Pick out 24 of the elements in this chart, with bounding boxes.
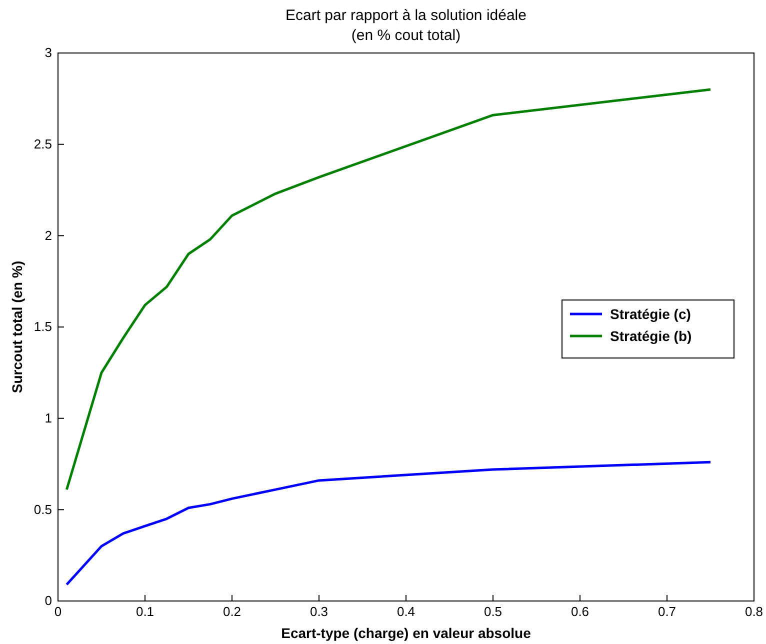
x-tick-label: 0.1 [136, 604, 154, 620]
legend-label: Stratégie (c) [610, 306, 691, 322]
y-tick-label: 1.5 [34, 319, 52, 334]
y-tick-label: 0 [44, 593, 52, 608]
x-tick-label: 0.2 [222, 604, 242, 620]
y-tick-label: 1 [44, 410, 52, 426]
y-tick-label: 2 [44, 228, 52, 243]
x-tick-label: 0.6 [570, 604, 590, 620]
line-series [65, 88, 712, 491]
chart-subtitle: (en % cout total) [351, 27, 461, 44]
y-tick-label: 3 [44, 45, 52, 60]
y-tick-label: 2.5 [34, 136, 52, 152]
y-tick-label: 0.5 [34, 502, 52, 517]
x-tick-label: 0.3 [310, 604, 328, 620]
x-axis-title: Ecart-type (charge) en valeur absolue [281, 625, 532, 641]
chart-title: Ecart par rapport à la solution idéale [286, 7, 526, 24]
y-axis-title: Surcout total (en %) [9, 260, 25, 394]
x-tick-label: 0.5 [484, 604, 502, 620]
legend-label: Stratégie (b) [610, 328, 692, 344]
line-series [65, 460, 712, 586]
x-tick-label: 0.7 [658, 604, 676, 620]
x-tick-label: 0 [54, 604, 62, 620]
x-tick-label: 0.4 [396, 604, 416, 620]
x-tick-label: 0.8 [744, 604, 764, 620]
